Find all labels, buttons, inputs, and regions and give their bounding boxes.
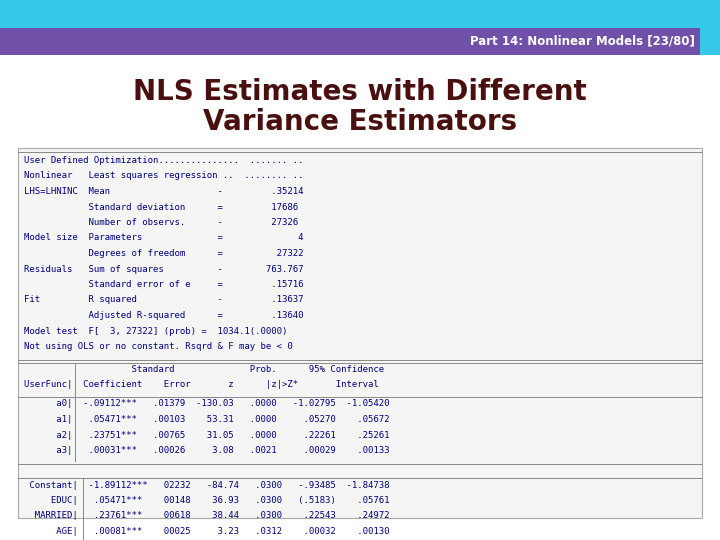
Text: Constant|  -1.89112***   02232   -84.74   .0300   -.93485  -1.84738: Constant| -1.89112*** 02232 -84.74 .0300… <box>24 481 390 489</box>
Bar <box>700 28 720 55</box>
Bar <box>0 0 720 28</box>
Text: Adjusted R-squared      =         .13640: Adjusted R-squared = .13640 <box>24 311 304 320</box>
Bar <box>0 28 720 55</box>
Text: a3|   .00031***   .00026     3.08   .0021     .00029    .00133: a3| .00031*** .00026 3.08 .0021 .00029 .… <box>24 446 390 455</box>
Text: a0|  -.09112***   .01379  -130.03   .0000   -1.02795  -1.05420: a0| -.09112*** .01379 -130.03 .0000 -1.0… <box>24 400 390 408</box>
Text: Standard deviation      =         17686: Standard deviation = 17686 <box>24 202 298 212</box>
Text: Model test  F[  3, 27322] (prob) =  1034.1(.0000): Model test F[ 3, 27322] (prob) = 1034.1(… <box>24 327 287 335</box>
Text: Degrees of freedom      =          27322: Degrees of freedom = 27322 <box>24 249 304 258</box>
Text: UserFunc|  Coefficient    Error       z      |z|>Z*       Interval: UserFunc| Coefficient Error z |z|>Z* Int… <box>24 380 379 389</box>
Text: AGE|   .00081***    00025     3.23   .0312    .00032    .00130: AGE| .00081*** 00025 3.23 .0312 .00032 .… <box>24 527 390 536</box>
Text: Number of observs.      -         27326: Number of observs. - 27326 <box>24 218 298 227</box>
Text: Variance Estimators: Variance Estimators <box>203 108 517 136</box>
Text: NLS Estimates with Different: NLS Estimates with Different <box>133 78 587 106</box>
Text: MARRIED|   .23761***    00618    38.44   .0300    .22543    .24972: MARRIED| .23761*** 00618 38.44 .0300 .22… <box>24 511 390 521</box>
Text: Model size  Parameters              =              4: Model size Parameters = 4 <box>24 233 304 242</box>
Text: Nonlinear   Least squares regression ..  ........ ..: Nonlinear Least squares regression .. ..… <box>24 172 304 180</box>
Text: Standard error of e     =         .15716: Standard error of e = .15716 <box>24 280 304 289</box>
Text: EDUC|   .05471***    00148    36.93   .0300   (.5183)    .05761: EDUC| .05471*** 00148 36.93 .0300 (.5183… <box>24 496 390 505</box>
Text: Residuals   Sum of squares          -        763.767: Residuals Sum of squares - 763.767 <box>24 265 304 273</box>
Bar <box>18 148 702 518</box>
Text: User Defined Optimization...............  ....... ..: User Defined Optimization...............… <box>24 156 304 165</box>
Text: Standard              Prob.      95% Confidence: Standard Prob. 95% Confidence <box>24 364 384 374</box>
Text: a2|   .23751***   .00765    31.05   .0000     .22261    .25261: a2| .23751*** .00765 31.05 .0000 .22261 … <box>24 430 390 440</box>
Text: Part 14: Nonlinear Models [23/80]: Part 14: Nonlinear Models [23/80] <box>470 35 695 48</box>
Text: Fit         R squared               -         .13637: Fit R squared - .13637 <box>24 295 304 305</box>
Text: a1|   .05471***   .00103    53.31   .0000     .05270    .05672: a1| .05471*** .00103 53.31 .0000 .05270 … <box>24 415 390 424</box>
Text: Not using OLS or no constant. Rsqrd & F may be < 0: Not using OLS or no constant. Rsqrd & F … <box>24 342 293 351</box>
Text: LHS=LHNINC  Mean                    -         .35214: LHS=LHNINC Mean - .35214 <box>24 187 304 196</box>
